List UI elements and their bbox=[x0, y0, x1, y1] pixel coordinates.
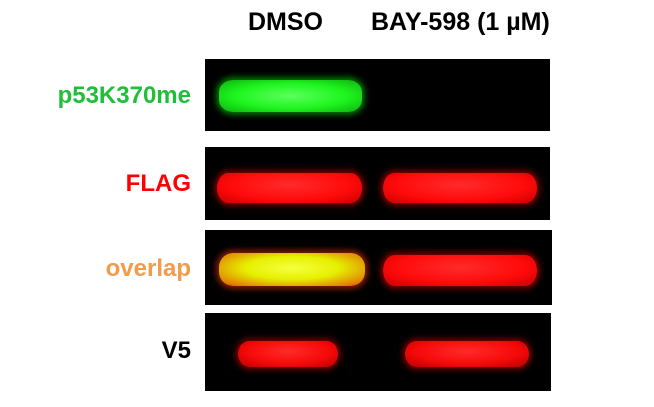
band-overlap-dmso bbox=[219, 253, 365, 286]
blot-panel-flag bbox=[205, 147, 550, 220]
band-p53k370me-dmso bbox=[219, 80, 362, 112]
band-flag-dmso bbox=[217, 173, 362, 203]
column-header-dmso: DMSO bbox=[248, 8, 323, 36]
row-label-flag: FLAG bbox=[125, 170, 191, 197]
band-overlap-bay598 bbox=[383, 255, 537, 286]
row-label-overlap: overlap bbox=[105, 255, 191, 282]
row-label-v5: V5 bbox=[161, 337, 191, 364]
band-flag-bay598 bbox=[383, 173, 537, 203]
row-label-p53k370me: p53K370me bbox=[57, 82, 191, 109]
blot-panel-p53k370me bbox=[205, 59, 550, 131]
band-v5-bay598 bbox=[405, 341, 529, 367]
blot-panel-overlap bbox=[205, 230, 552, 305]
blot-panel-v5 bbox=[205, 313, 551, 391]
band-v5-dmso bbox=[238, 341, 338, 367]
column-header-bay598: BAY-598 (1 µM) bbox=[371, 8, 550, 36]
